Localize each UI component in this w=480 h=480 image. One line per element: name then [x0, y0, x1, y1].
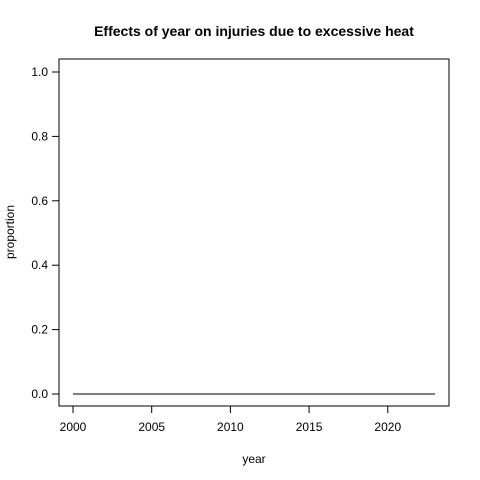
x-axis-label: year — [242, 452, 265, 466]
y-tick-label: 0.8 — [31, 129, 48, 143]
y-tick-label: 0.0 — [31, 387, 48, 401]
x-axis: 2000 2005 2010 2015 2020 — [60, 405, 401, 434]
x-tick-label: 2005 — [138, 420, 165, 434]
y-axis-label: proportion — [3, 205, 17, 259]
x-tick-label: 2010 — [217, 420, 244, 434]
y-tick-label: 0.4 — [31, 258, 48, 272]
y-axis: 0.0 0.2 0.4 0.6 0.8 1.0 — [31, 65, 60, 401]
x-tick-label: 2020 — [374, 420, 401, 434]
y-tick-label: 1.0 — [31, 65, 48, 79]
y-tick-label: 0.2 — [31, 323, 48, 337]
x-tick-label: 2000 — [60, 420, 87, 434]
x-tick-label: 2015 — [296, 420, 323, 434]
plot-frame — [58, 58, 450, 407]
chart-title: Effects of year on injuries due to exces… — [94, 23, 414, 39]
y-tick-label: 0.6 — [31, 194, 48, 208]
